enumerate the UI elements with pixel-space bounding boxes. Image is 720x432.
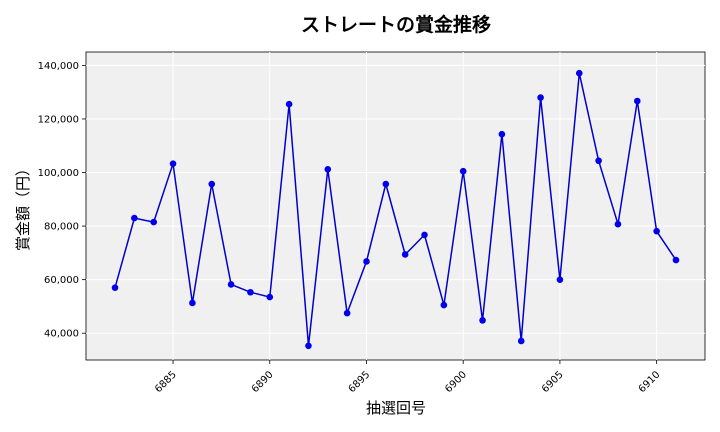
- data-point: [150, 218, 158, 226]
- data-point: [614, 220, 622, 228]
- data-point: [459, 167, 467, 175]
- data-point: [247, 288, 254, 296]
- data-point: [343, 309, 351, 317]
- data-point: [556, 276, 564, 283]
- y-tick-label: 40,000: [44, 329, 79, 340]
- series-markers: [111, 69, 680, 350]
- data-point: [227, 281, 235, 288]
- y-tick-label: 120,000: [38, 114, 79, 125]
- x-axis-label: 抽選回号: [366, 399, 426, 417]
- data-point: [324, 166, 332, 173]
- series-line: [114, 73, 677, 346]
- y-axis-ticks: 40,000 60,000 80,000 100,000 120,000 140,000: [38, 61, 86, 340]
- x-tick-label: 6895: [347, 369, 373, 395]
- y-axis-label: 賞金額（円）: [14, 161, 32, 251]
- data-point: [111, 284, 119, 291]
- data-point: [633, 97, 641, 105]
- data-point: [305, 342, 312, 350]
- data-point: [575, 69, 583, 77]
- x-tick-label: 6905: [540, 369, 566, 395]
- data-point: [595, 157, 602, 165]
- x-tick-label: 6890: [250, 369, 276, 395]
- data-point: [382, 180, 390, 188]
- data-point: [479, 317, 486, 324]
- y-tick-label: 100,000: [38, 168, 79, 179]
- data-point: [266, 293, 274, 301]
- data-point: [189, 299, 196, 307]
- y-tick-label: 140,000: [38, 61, 79, 72]
- data-point: [421, 231, 428, 239]
- y-tick-label: 80,000: [44, 222, 79, 233]
- plot-area: [85, 51, 706, 361]
- data-point: [285, 100, 293, 108]
- x-tick-label: 6900: [443, 369, 469, 395]
- data-point: [537, 94, 544, 101]
- data-point: [401, 251, 409, 258]
- chart-title: ストレートの賞金推移: [301, 13, 491, 36]
- data-point: [498, 130, 506, 138]
- x-tick-label: 6910: [637, 369, 663, 395]
- data-point: [517, 337, 525, 345]
- data-point: [131, 214, 138, 222]
- y-tick-label: 60,000: [44, 275, 79, 286]
- data-point: [672, 256, 680, 264]
- x-axis-ticks: 6885 6890 6895 6900 6905 6910: [153, 360, 662, 395]
- data-point: [363, 258, 370, 265]
- data-point: [208, 180, 216, 188]
- x-tick-label: 6885: [153, 369, 179, 395]
- data-point: [653, 227, 660, 235]
- data-point: [169, 160, 177, 167]
- data-point: [440, 301, 448, 309]
